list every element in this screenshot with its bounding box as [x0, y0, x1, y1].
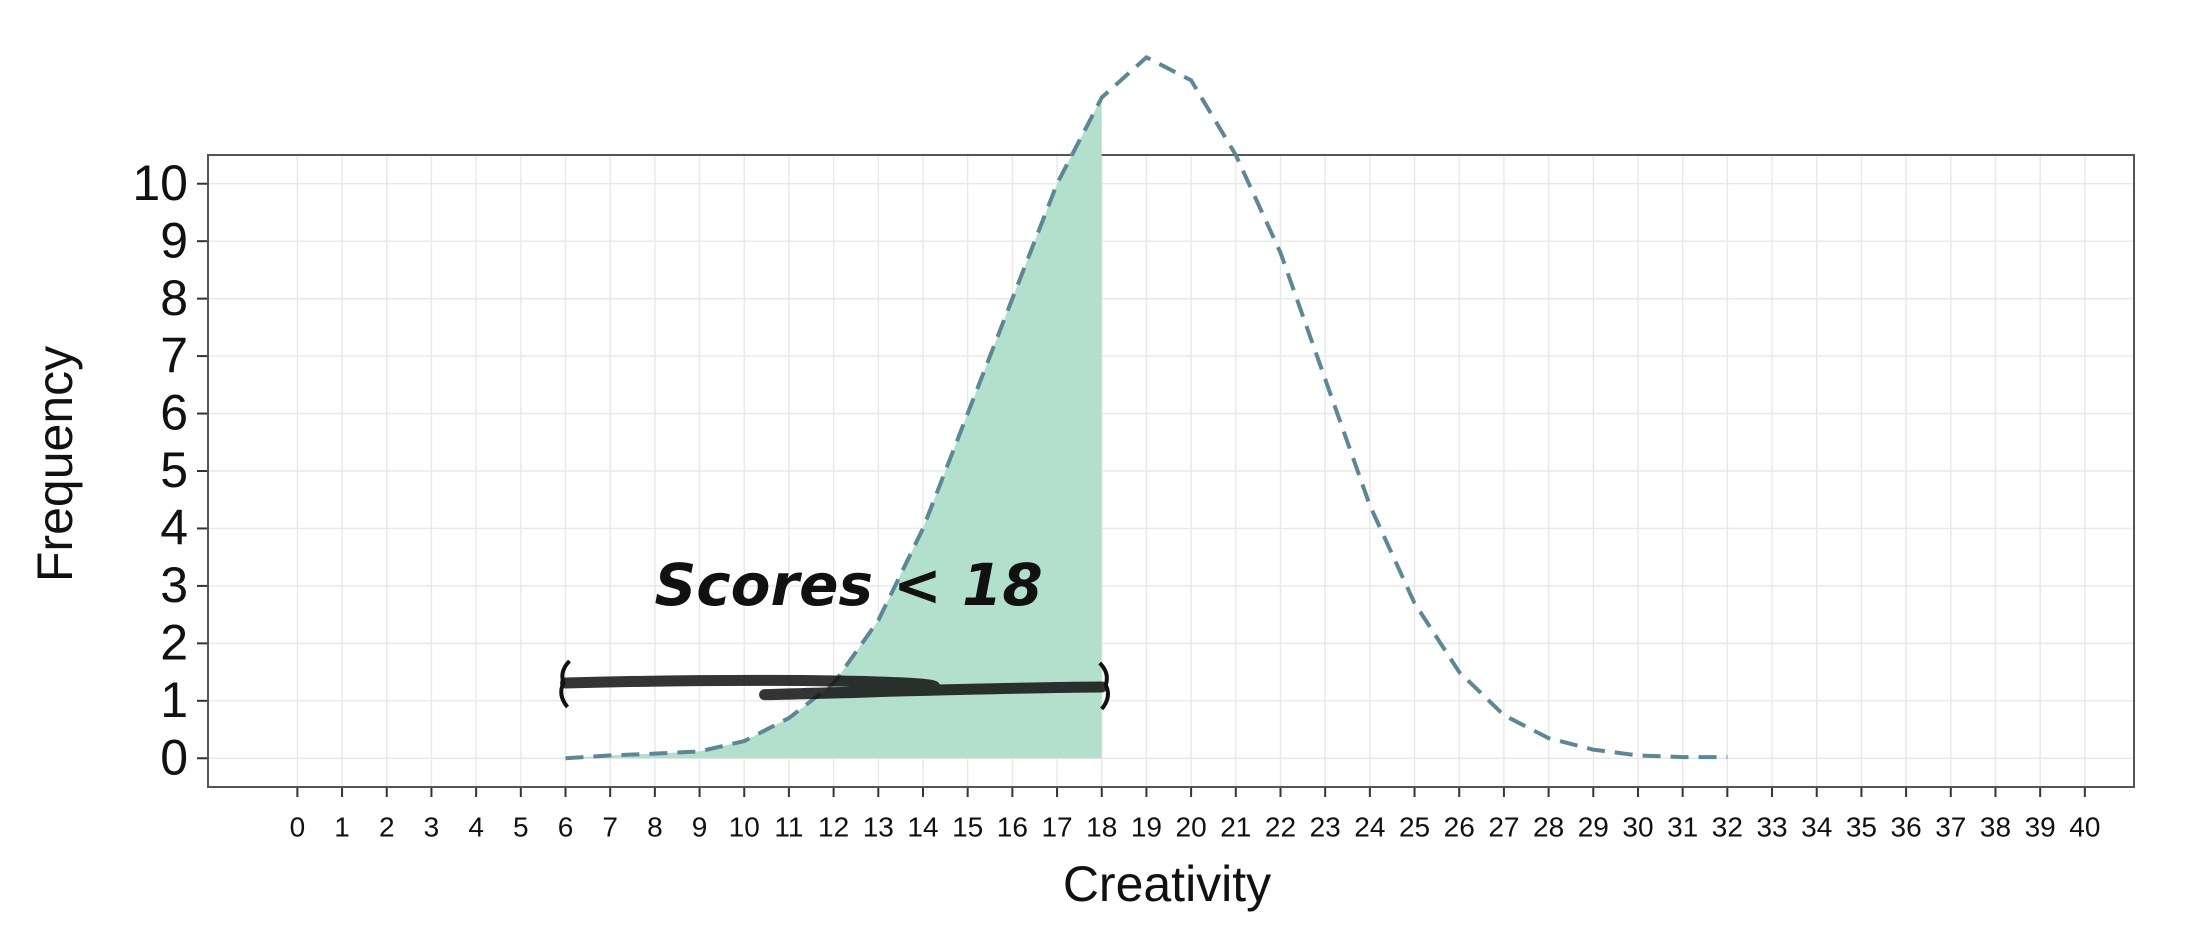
- x-tick-label: 20: [1176, 811, 1207, 842]
- x-tick-label: 33: [1756, 811, 1787, 842]
- x-tick-label: 0: [290, 811, 306, 842]
- y-tick-label: 8: [160, 270, 188, 326]
- x-tick-label: 40: [2069, 811, 2100, 842]
- x-axis-title: Creativity: [1063, 856, 1271, 912]
- x-tick-label: 38: [1980, 811, 2011, 842]
- x-tick-label: 8: [647, 811, 663, 842]
- x-tick-label: 15: [952, 811, 983, 842]
- y-tick-label: 5: [160, 442, 188, 498]
- annotation: Scores < 18: [655, 551, 1043, 619]
- y-tick-label: 10: [132, 155, 188, 211]
- bracket-line: [559, 674, 1108, 701]
- x-tick-label: 12: [818, 811, 849, 842]
- x-tick-label: 24: [1354, 811, 1385, 842]
- x-tick-label: 30: [1622, 811, 1653, 842]
- x-tick-label: 14: [907, 811, 938, 842]
- y-tick-label: 4: [160, 500, 188, 556]
- x-tick-label: 9: [692, 811, 708, 842]
- shaded-area: [565, 97, 1102, 759]
- y-tick-label: 9: [160, 212, 188, 268]
- bracket-end: [559, 659, 571, 709]
- y-tick-label: 3: [160, 557, 188, 613]
- x-tick-label: 31: [1667, 811, 1698, 842]
- x-tick-label: 29: [1578, 811, 1609, 842]
- bracket: [559, 659, 1110, 711]
- x-tick-label: 37: [1935, 811, 1966, 842]
- x-tick-label: 23: [1310, 811, 1341, 842]
- x-tick-label: 13: [863, 811, 894, 842]
- x-tick-label: 3: [424, 811, 440, 842]
- y-tick-label: 0: [160, 729, 188, 785]
- plot-frame: [207, 154, 2135, 788]
- x-tick-label: 19: [1131, 811, 1162, 842]
- x-tick-label: 21: [1220, 811, 1251, 842]
- x-tick-label: 10: [729, 811, 760, 842]
- y-tick-label: 7: [160, 327, 188, 383]
- x-tick-label: 36: [1891, 811, 1922, 842]
- x-tick-label: 17: [1041, 811, 1072, 842]
- x-tick-label: 16: [997, 811, 1028, 842]
- x-tick-label: 1: [334, 811, 350, 842]
- x-tick-label: 22: [1265, 811, 1296, 842]
- x-tick-label: 27: [1488, 811, 1519, 842]
- bracket-end: [1098, 661, 1110, 711]
- x-tick-label: 34: [1801, 811, 1832, 842]
- x-tick-label: 7: [602, 811, 618, 842]
- y-tick-label: 2: [160, 615, 188, 671]
- x-tick-label: 4: [468, 811, 484, 842]
- y-tick-label: 1: [160, 672, 188, 728]
- x-tick-label: 6: [558, 811, 574, 842]
- x-tick-label: 25: [1399, 811, 1430, 842]
- x-tick-label: 11: [774, 811, 803, 842]
- x-tick-label: 28: [1533, 811, 1564, 842]
- x-tick-label: 35: [1846, 811, 1877, 842]
- x-tick-label: 5: [513, 811, 529, 842]
- y-tick-label: 6: [160, 385, 188, 441]
- x-tick-label: 39: [2025, 811, 2056, 842]
- y-axis-title: Frequency: [27, 346, 83, 582]
- x-tick-label: 2: [379, 811, 395, 842]
- x-tick-label: 18: [1086, 811, 1117, 842]
- density-curve: [565, 55, 1728, 761]
- x-tick-label: 26: [1444, 811, 1475, 842]
- x-tick-label: 32: [1712, 811, 1743, 842]
